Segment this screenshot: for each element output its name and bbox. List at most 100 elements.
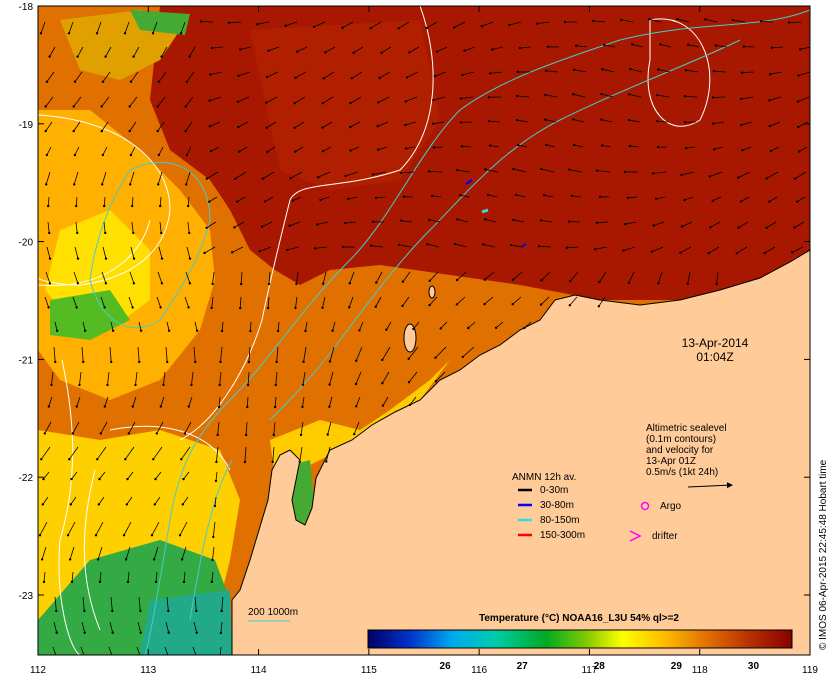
velocity-arrow-head bbox=[348, 282, 351, 285]
anmn-legend-label: 80-150m bbox=[540, 515, 579, 526]
velocity-arrow bbox=[771, 46, 784, 49]
velocity-arrow bbox=[74, 146, 80, 156]
velocity-arrow-head bbox=[185, 153, 189, 157]
velocity-arrow-head bbox=[203, 251, 206, 255]
velocity-arrow bbox=[211, 296, 214, 308]
velocity-arrow bbox=[41, 546, 47, 560]
velocity-arrow-head bbox=[371, 220, 375, 223]
velocity-arrow bbox=[154, 496, 161, 505]
velocity-arrow-head bbox=[183, 432, 186, 435]
lat-tick-label: -19 bbox=[19, 120, 34, 131]
velocity-arrow-head bbox=[680, 173, 683, 177]
velocity-arrow-head bbox=[319, 198, 322, 202]
velocity-arrow bbox=[483, 244, 496, 248]
velocity-arrow bbox=[485, 219, 497, 223]
velocity-arrow bbox=[509, 21, 522, 26]
velocity-arrow-head bbox=[129, 183, 132, 186]
velocity-arrow-head bbox=[128, 129, 131, 133]
velocity-arrow-head bbox=[293, 102, 296, 105]
velocity-arrow-head bbox=[100, 105, 103, 108]
velocity-arrow bbox=[210, 146, 220, 152]
velocity-arrow bbox=[653, 221, 665, 226]
velocity-arrow-head bbox=[572, 93, 575, 96]
velocity-arrow-head bbox=[195, 609, 198, 613]
velocity-arrow-head bbox=[453, 26, 456, 29]
velocity-arrow bbox=[294, 121, 305, 129]
velocity-arrow-head bbox=[796, 100, 800, 103]
velocity-arrow bbox=[220, 346, 223, 362]
island bbox=[403, 323, 417, 353]
velocity-arrow bbox=[432, 195, 442, 198]
velocity-arrow-head bbox=[369, 27, 372, 30]
velocity-arrow bbox=[73, 121, 81, 132]
velocity-arrow bbox=[381, 346, 391, 361]
velocity-arrow-head bbox=[76, 231, 79, 235]
velocity-arrow-head bbox=[134, 383, 137, 387]
velocity-arrow bbox=[429, 271, 439, 282]
velocity-arrow bbox=[209, 121, 221, 127]
velocity-arrow-head bbox=[712, 70, 716, 73]
velocity-arrow bbox=[770, 146, 780, 152]
velocity-arrow bbox=[42, 496, 49, 505]
velocity-arrow bbox=[264, 196, 274, 202]
velocity-arrow bbox=[135, 371, 138, 385]
velocity-arrow bbox=[188, 396, 193, 407]
velocity-arrow bbox=[492, 46, 504, 50]
velocity-arrow-head bbox=[377, 148, 380, 151]
anmn-title: ANMN 12h av. bbox=[512, 472, 576, 483]
velocity-arrow bbox=[45, 171, 51, 185]
velocity-arrow bbox=[766, 221, 777, 229]
velocity-arrow-head bbox=[304, 329, 307, 333]
velocity-arrow bbox=[157, 121, 165, 132]
velocity-arrow-head bbox=[205, 226, 208, 229]
velocity-arrow bbox=[206, 221, 217, 229]
velocity-arrow-head bbox=[455, 303, 459, 306]
velocity-arrow-head bbox=[219, 360, 222, 364]
velocity-arrow-head bbox=[289, 177, 292, 180]
velocity-arrow bbox=[520, 46, 532, 49]
velocity-arrow bbox=[129, 96, 138, 107]
velocity-arrow bbox=[764, 246, 776, 254]
velocity-arrow bbox=[68, 21, 74, 34]
velocity-arrow-head bbox=[546, 45, 550, 48]
velocity-arrow bbox=[155, 471, 162, 480]
velocity-arrow-head bbox=[350, 77, 353, 80]
velocity-arrow-head bbox=[598, 195, 602, 198]
velocity-arrow bbox=[733, 19, 746, 23]
velocity-arrow bbox=[495, 321, 504, 329]
velocity-arrow-head bbox=[157, 80, 161, 83]
velocity-arrow bbox=[597, 170, 611, 173]
velocity-arrow bbox=[601, 93, 614, 98]
velocity-arrow-head bbox=[657, 282, 660, 285]
velocity-arrow bbox=[714, 146, 724, 150]
velocity-arrow-head bbox=[432, 146, 436, 149]
velocity-arrow-head bbox=[321, 150, 325, 153]
date-label: 13-Apr-2014 bbox=[682, 336, 749, 350]
lat-tick-label: -20 bbox=[19, 238, 34, 249]
velocity-arrow bbox=[569, 296, 578, 306]
velocity-arrow-head bbox=[56, 659, 58, 661]
velocity-arrow-head bbox=[439, 327, 442, 330]
velocity-arrow bbox=[74, 71, 83, 82]
velocity-arrow-head bbox=[168, 659, 170, 661]
velocity-arrow-head bbox=[98, 580, 102, 584]
velocity-arrow bbox=[658, 69, 671, 73]
velocity-arrow-head bbox=[622, 249, 625, 252]
velocity-arrow bbox=[71, 571, 74, 582]
velocity-arrow bbox=[128, 296, 133, 308]
velocity-arrow bbox=[155, 571, 158, 582]
velocity-arrow-head bbox=[208, 200, 211, 203]
velocity-arrow bbox=[351, 71, 363, 79]
velocity-arrow bbox=[166, 321, 170, 331]
velocity-arrow-head bbox=[38, 534, 42, 537]
velocity-arrow-head bbox=[399, 171, 403, 175]
velocity-arrow bbox=[798, 71, 810, 76]
velocity-arrow bbox=[524, 321, 532, 329]
velocity-arrow bbox=[518, 144, 528, 148]
velocity-arrow bbox=[216, 446, 219, 462]
velocity-arrow bbox=[238, 71, 251, 77]
velocity-arrow-head bbox=[341, 245, 345, 249]
velocity-arrow-head bbox=[159, 204, 162, 208]
velocity-arrow-head bbox=[101, 80, 105, 83]
